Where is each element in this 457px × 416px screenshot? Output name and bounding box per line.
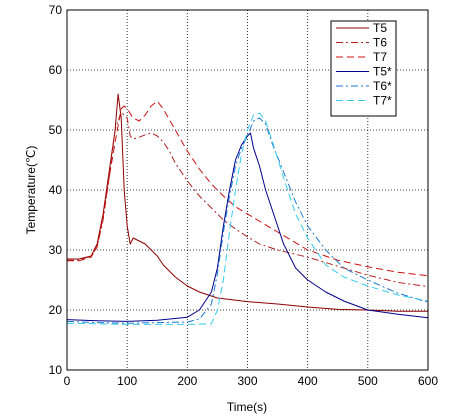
legend-label: T7 [373,50,387,64]
y-tick-label: 20 [49,303,63,317]
legend-label: T7* [373,94,392,108]
y-tick-label: 40 [49,183,63,197]
legend-label: T5* [373,65,392,79]
x-tick-label: 200 [177,374,197,388]
x-tick-label: 600 [418,374,438,388]
legend-label: T6 [373,36,387,50]
y-tick-label: 60 [49,63,63,77]
x-tick-label: 400 [298,374,318,388]
series-line-t6 [67,111,429,288]
x-tick-label: 100 [117,374,137,388]
axis-ticks: 0 100 200 300 400 500 600 10 20 30 40 50 60 70 [49,3,439,388]
x-tick-label: 0 [64,374,71,388]
y-tick-label: 50 [49,123,63,137]
legend-label: T6* [373,79,392,93]
y-tick-label: 30 [49,243,63,257]
x-axis-label: Time(s) [227,400,267,414]
series-lines [66,93,429,325]
series-line-t6-star [66,117,429,324]
series-line-t7 [67,100,429,277]
series-line-t7-star [66,112,429,325]
y-tick-label: 70 [49,3,63,17]
x-tick-label: 500 [358,374,378,388]
legend-label: T5 [373,21,387,35]
x-tick-label: 300 [237,374,257,388]
y-axis-label: Temperature(℃) [24,146,38,235]
plot-frame [66,9,429,371]
series-line-t5 [67,93,428,312]
y-tick-label: 10 [49,363,63,377]
series-line-t5-star [66,132,429,322]
